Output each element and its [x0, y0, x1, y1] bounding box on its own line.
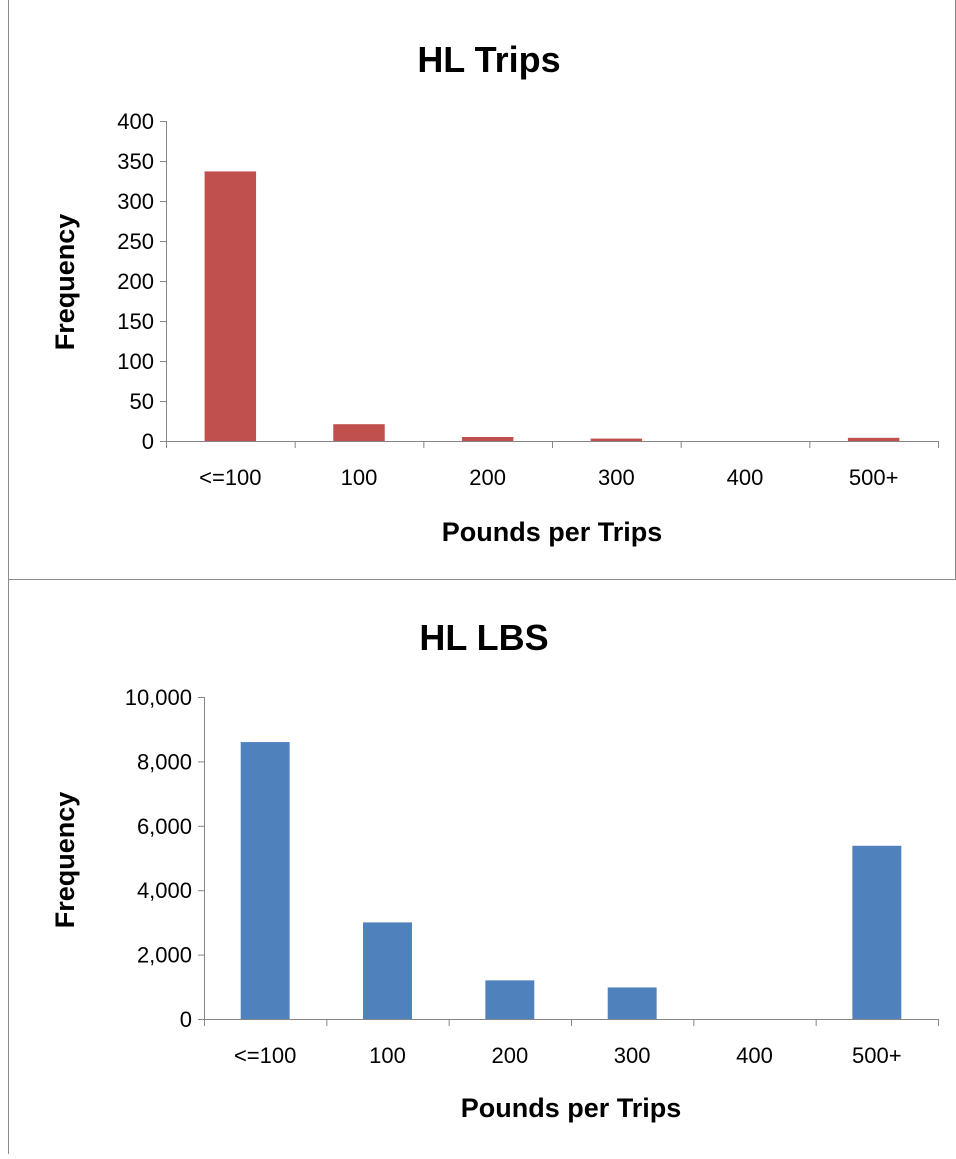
plot-area: 0 50 100 150 200 250 300 350 400 <=100 100 200 300 40…	[117, 109, 939, 490]
bar	[852, 845, 902, 1019]
y-axis-title: Frequency	[50, 214, 80, 351]
bar	[240, 742, 290, 1019]
y-tick-label: 6,000	[137, 814, 192, 839]
y-tick-label: 4,000	[137, 878, 192, 903]
bar	[333, 424, 385, 441]
bar	[204, 171, 257, 441]
y-tick-label: 300	[117, 189, 154, 214]
x-tick-label: 500+	[852, 1043, 902, 1068]
x-tick-label: 300	[614, 1043, 651, 1068]
bar	[847, 437, 900, 441]
x-axis-title: Pounds per Trips	[442, 517, 663, 547]
chart-hl-lbs: HL LBS Frequency Pounds per Trips 0 2,000…	[50, 617, 939, 1123]
bar	[607, 987, 657, 1019]
y-tick-label: 8,000	[137, 749, 192, 774]
bar	[363, 922, 412, 1019]
y-axis-title: Frequency	[50, 792, 80, 929]
bar	[590, 438, 643, 441]
x-tick-label: 400	[736, 1043, 773, 1068]
x-tick-label: 200	[469, 465, 506, 490]
y-tick-label: 10,000	[125, 685, 192, 710]
x-tick-label: <=100	[234, 1043, 296, 1068]
x-tick-label: 100	[369, 1043, 406, 1068]
y-tick-label: 200	[117, 269, 154, 294]
chart-title: HL LBS	[419, 617, 548, 658]
x-tick-label: 200	[491, 1043, 528, 1068]
x-tick-label: <=100	[199, 465, 261, 490]
y-tick-label: 250	[117, 229, 154, 254]
chart-title: HL Trips	[417, 39, 560, 80]
y-tick-label: 50	[130, 389, 154, 414]
x-tick-label: 100	[341, 465, 378, 490]
x-tick-label: 400	[727, 465, 764, 490]
y-tick-label: 350	[117, 149, 154, 174]
y-tick-label: 0	[142, 429, 154, 454]
y-tick-label: 400	[117, 109, 154, 134]
plot-area: 0 2,000 4,000 6,000 8,000 10,000 <=100 100 200 30…	[125, 685, 939, 1068]
y-tick-label: 150	[117, 309, 154, 334]
bar	[461, 437, 514, 441]
x-tick-label: 300	[598, 465, 635, 490]
y-tick-label: 2,000	[137, 943, 192, 968]
x-axis-title: Pounds per Trips	[461, 1093, 682, 1123]
y-tick-label: 0	[180, 1007, 192, 1032]
bar	[485, 980, 535, 1019]
y-tick-label: 100	[117, 349, 154, 374]
chart-hl-trips: HL Trips Frequency Pounds per Trips 0 50 1…	[50, 39, 939, 547]
x-tick-label: 500+	[849, 465, 899, 490]
